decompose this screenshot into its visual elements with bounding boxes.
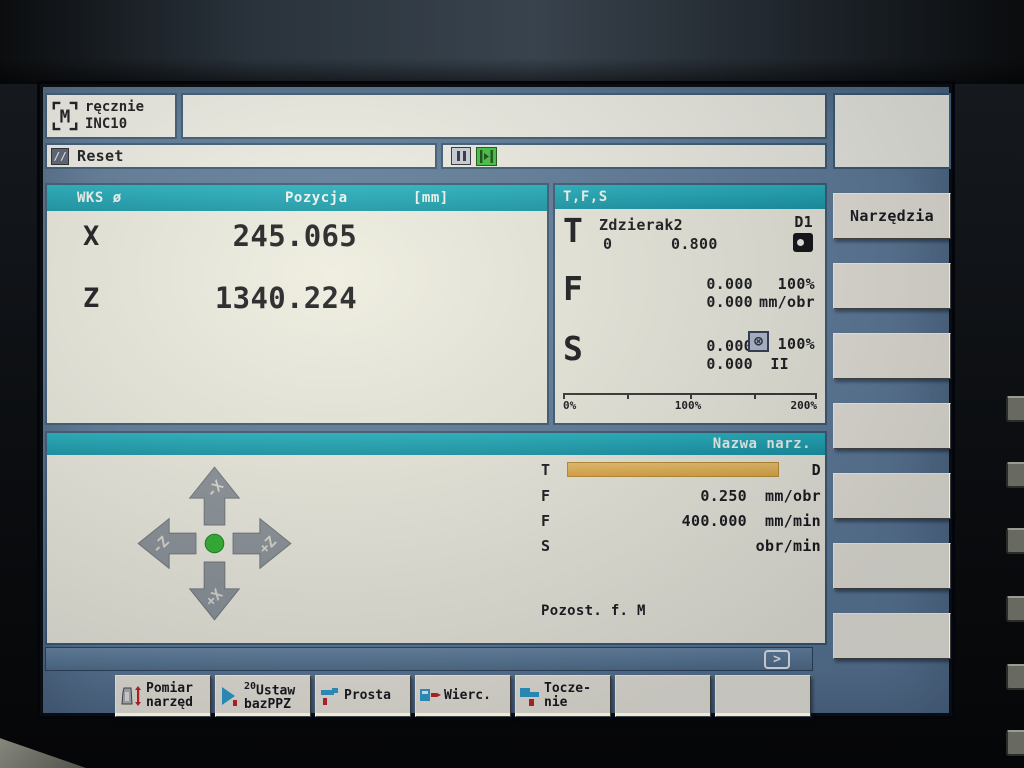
menu-extension-button[interactable]: > — [764, 650, 790, 669]
tool-measure-icon — [121, 686, 141, 706]
row-t-label: T — [541, 461, 551, 479]
coordinate-system-label: WKS ø — [77, 190, 122, 206]
feed-letter: F — [563, 269, 584, 308]
axis-name-z: Z — [83, 283, 100, 314]
softkey-right-7[interactable] — [833, 613, 951, 659]
spindle-gear: II — [770, 355, 789, 373]
mode-increment: INC10 — [85, 116, 128, 132]
softkey-toczenie[interactable]: Tocze-nie — [515, 675, 611, 717]
machine-key[interactable] — [1006, 462, 1024, 488]
softkey-prosta[interactable]: Prosta — [315, 675, 411, 717]
tool-data-panel-header: Nazwa narz. — [47, 433, 825, 455]
row-t-unit: D — [811, 461, 821, 479]
row-f2-unit: mm/min — [765, 512, 821, 530]
tfs-title: T,F,S — [563, 189, 608, 205]
scale-max: 200% — [790, 399, 818, 412]
row-f1-unit: mm/obr — [765, 487, 821, 505]
row-s-unit: obr/min — [755, 537, 821, 555]
status-line: Pozost. f. M — [541, 603, 646, 619]
spindle-override: 100% — [777, 335, 815, 353]
tool-letter: T — [563, 211, 584, 250]
tfs-panel-header: T,F,S — [555, 185, 825, 209]
turning-icon — [520, 688, 539, 706]
machine-key[interactable] — [1006, 396, 1024, 422]
channel-status-box: // Reset — [45, 143, 437, 169]
scale-mid: 100% — [674, 399, 702, 412]
machine-key[interactable] — [1006, 664, 1024, 690]
softkey-bottom-7[interactable] — [715, 675, 811, 717]
jog-direction-cross: -X -Z +Z +X — [137, 466, 292, 621]
program-name-box — [181, 93, 827, 139]
softkey-right-6[interactable] — [833, 543, 951, 589]
spindle-letter: S — [563, 329, 584, 368]
position-unit: [mm] — [413, 190, 449, 206]
alarm-message-box — [833, 93, 951, 169]
softkey-wierc[interactable]: Wierc. — [415, 675, 511, 717]
softkey-ustaw-bazppz[interactable]: 20Ustaw bazPPZ — [215, 675, 311, 717]
position-panel: WKS ø Pozycja [mm] X 245.065 Z 1340.224 — [45, 183, 549, 425]
feed-override: 100% — [777, 275, 815, 293]
jog-center-dot — [204, 533, 225, 554]
machine-key[interactable] — [1006, 730, 1024, 756]
channel-active-icon — [476, 146, 497, 166]
axis-name-x: X — [83, 221, 100, 252]
workpiece-zero-icon — [222, 687, 237, 706]
monitor-top-bezel — [0, 0, 1024, 84]
softkey-right-2[interactable] — [833, 263, 951, 309]
spindle-setpoint: 0.000 — [706, 355, 753, 373]
row-f1-value: 0.250 — [700, 487, 747, 505]
machine-key[interactable] — [1006, 596, 1024, 622]
menu-extension-bar: > — [45, 647, 813, 671]
softkey-pomiar-narzed[interactable]: Pomiar narzęd — [115, 675, 211, 717]
softkey-bottom-6[interactable] — [615, 675, 711, 717]
override-scale — [563, 393, 817, 399]
row-s-label: S — [541, 537, 551, 555]
machine-key[interactable] — [1006, 528, 1024, 554]
tool-number: 0 — [603, 235, 613, 253]
program-control-box — [441, 143, 827, 169]
tool-length: 0.800 — [671, 235, 718, 253]
softkey-right-3[interactable] — [833, 333, 951, 379]
mode-m-glyph: M — [60, 108, 71, 128]
straight-line-icon — [321, 688, 338, 705]
tool-data-panel: Nazwa narz. -X -Z +Z +X T D — [45, 431, 827, 645]
position-title: Pozycja — [285, 190, 348, 206]
tool-offset-d: D1 — [794, 213, 813, 231]
row-f2-value: 400.000 — [681, 512, 747, 530]
crt-screen: M ręcznie INC10 // Reset — [40, 84, 952, 717]
row-f2-label: F — [541, 512, 551, 530]
softkey-right-5[interactable] — [833, 473, 951, 519]
axis-value-z: 1340.224 — [214, 281, 357, 315]
feed-actual: 0.000 — [706, 275, 753, 293]
feed-unit: mm/obr — [759, 293, 815, 311]
operating-mode-box: M ręcznie INC10 — [45, 93, 177, 139]
softkey-right-4[interactable] — [833, 403, 951, 449]
tool-data-title: Nazwa narz. — [712, 436, 811, 452]
tool-name-input-field[interactable] — [567, 462, 779, 477]
reset-icon: // — [51, 147, 69, 165]
jog-mode-icon: M — [52, 101, 78, 131]
scale-min: 0% — [563, 399, 577, 412]
desk-corner — [0, 738, 86, 768]
drilling-icon — [420, 689, 441, 701]
row-f1-label: F — [541, 487, 551, 505]
spindle-actual: 0.000 — [706, 337, 753, 355]
feed-setpoint: 0.000 — [706, 293, 753, 311]
pause-icon — [451, 147, 471, 165]
spindle-stopped-icon: ⊗ — [748, 331, 769, 352]
axis-value-x: 245.065 — [232, 219, 357, 253]
softkey-narzedzia[interactable]: Narzędzia — [833, 193, 951, 239]
tfs-panel: T,F,S T Zdzierak2 0 0.800 D1 F 0.000 100… — [553, 183, 827, 425]
position-panel-header: WKS ø Pozycja [mm] — [47, 185, 547, 211]
mode-name: ręcznie — [85, 99, 145, 115]
channel-status-label: Reset — [77, 147, 124, 165]
tool-edge-position-icon — [793, 233, 813, 252]
tool-name: Zdzierak2 — [599, 216, 683, 234]
